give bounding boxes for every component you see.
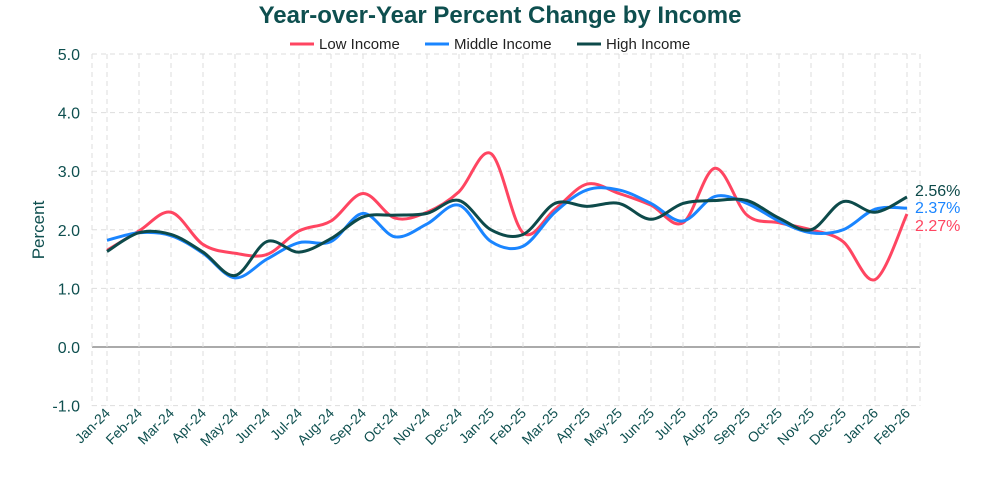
- legend-item: High Income: [606, 36, 690, 53]
- y-tick-label: 3.0: [58, 164, 80, 181]
- legend-item: Low Income: [319, 36, 400, 53]
- y-axis-label: Percent: [29, 200, 48, 259]
- x-tick-label: Dec-25: [806, 405, 849, 448]
- y-tick-label: 4.0: [58, 106, 80, 123]
- end-value-label: 2.56%: [915, 183, 960, 200]
- y-tick-label: 5.0: [58, 47, 80, 64]
- y-tick-label: 2.0: [58, 223, 80, 240]
- y-tick-label: 1.0: [58, 281, 80, 298]
- end-value-label: 2.27%: [915, 218, 960, 235]
- y-tick-label: 0.0: [58, 340, 80, 357]
- x-tick-label: Mar-24: [134, 405, 177, 448]
- x-tick-label: Jun-25: [616, 405, 658, 447]
- series-line-low-income: [106, 151, 909, 282]
- series-line-middle-income: [106, 186, 908, 280]
- x-tick-label: Feb-26: [870, 405, 913, 448]
- x-tick-label: Mar-25: [518, 405, 561, 448]
- x-tick-label: Sep-25: [710, 405, 753, 448]
- y-tick-label: -1.0: [52, 399, 80, 416]
- legend-item: Middle Income: [454, 36, 552, 53]
- series-line-high-income: [106, 195, 908, 278]
- end-value-label: 2.37%: [915, 200, 960, 217]
- x-tick-label: Dec-24: [422, 405, 465, 448]
- x-tick-label: Sep-24: [326, 405, 369, 448]
- chart-title: Year-over-Year Percent Change by Income: [258, 2, 742, 29]
- x-tick-label: Jun-24: [232, 405, 274, 447]
